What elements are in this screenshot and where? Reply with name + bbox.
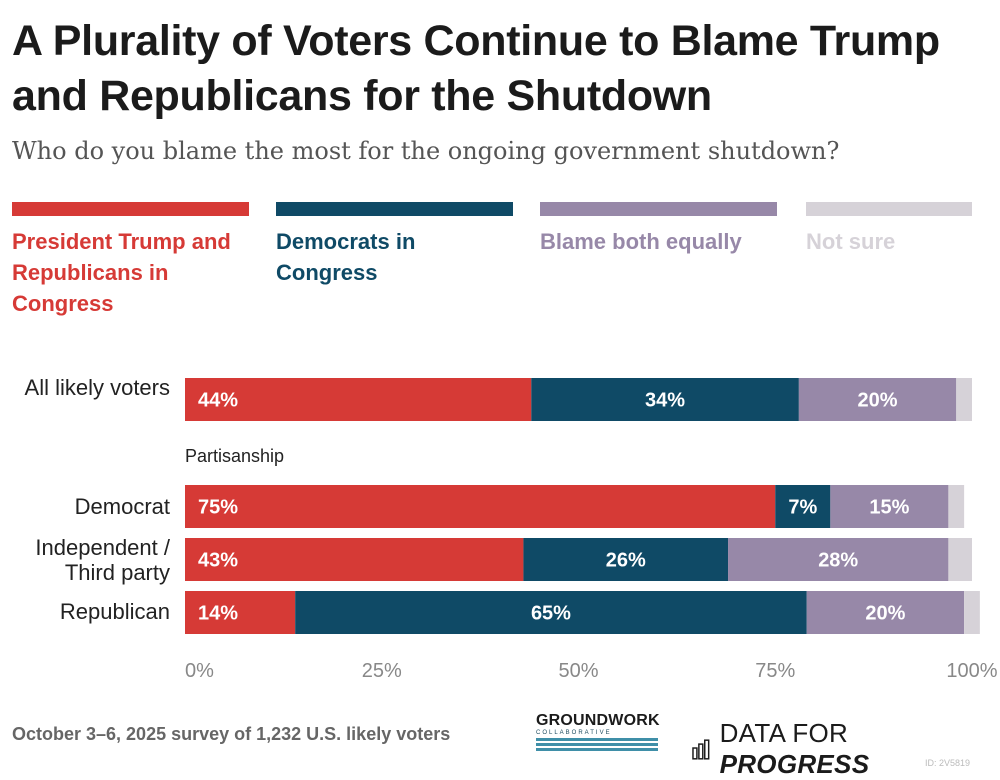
row-label-all-voters: All likely voters [24, 375, 170, 400]
survey-note: October 3–6, 2025 survey of 1,232 U.S. l… [12, 724, 451, 744]
bar-independent-not-sure [948, 538, 972, 581]
groundwork-sub: COLLABORATIVE [536, 730, 612, 736]
chart-id: ID: 2V5819 [924, 758, 970, 768]
legend-label-trump-republicans: President Trump and Republicans in Congr… [12, 229, 231, 316]
legend-swatch-trump-republicans [12, 202, 249, 216]
legend-swatch-not-sure [806, 202, 972, 216]
data-label-all-voters-trump-republicans: 44% [198, 390, 238, 412]
legend-label-not-sure: Not sure [806, 229, 896, 254]
legend-item-not-sure: Not sure [806, 202, 972, 257]
legend-item-both-equally: Blame both equally [540, 202, 777, 257]
group-label-partisanship: Partisanship [185, 446, 285, 466]
data-label-democrat-democrats: 7% [788, 497, 817, 519]
bar-all-voters-trump-republicans [185, 378, 532, 421]
legend-item-democrats: Democrats in Congress [276, 202, 513, 288]
chart-subtitle: Who do you blame the most for the ongoin… [12, 137, 840, 165]
x-tick-label: 50% [558, 660, 598, 682]
bar-republican-not-sure [964, 591, 980, 634]
bar-republican-trump-republicans [185, 591, 296, 634]
bar-republican-democrats [295, 591, 807, 634]
chart-title: A Plurality of Voters Continue to Blame … [12, 17, 940, 120]
dfp-regular-text: DATA FOR [719, 718, 849, 748]
x-tick-label: 25% [362, 660, 402, 682]
data-label-all-voters-democrats: 34% [645, 390, 685, 412]
bar-democrat-not-sure [948, 485, 965, 528]
bar-republican-both-equally [806, 591, 965, 634]
bar-independent-trump-republicans [185, 538, 524, 581]
row-label-republican: Republican [59, 599, 170, 624]
bar-all-voters-both-equally [798, 378, 957, 421]
data-label-all-voters-both-equally: 20% [858, 390, 898, 412]
data-label-republican-democrats: 65% [531, 603, 571, 625]
legend-label-democrats: Democrats in Congress [276, 229, 416, 285]
dfp-bold-text: PROGRESS [719, 749, 870, 779]
bar-independent-both-equally [728, 538, 949, 581]
legend-item-trump-republicans: President Trump and Republicans in Congr… [12, 202, 249, 319]
row-label-independent: Independent / Third party [35, 535, 170, 585]
x-tick-label: 100% [946, 660, 997, 682]
groundwork-logo: GROUNDWORK COLLABORATIVE [536, 712, 660, 751]
bar-democrat-trump-republicans [185, 485, 776, 528]
bar-chart-icon [692, 739, 710, 760]
data-for-progress-logo: DATA FOR PROGRESS [692, 718, 1000, 780]
data-label-democrat-both-equally: 15% [869, 497, 909, 519]
data-label-independent-both-equally: 28% [818, 550, 858, 572]
legend-label-both-equally: Blame both equally [540, 229, 742, 254]
bar-all-voters-democrats [531, 378, 799, 421]
groundwork-name: GROUNDWORK [536, 712, 660, 729]
data-label-republican-both-equally: 20% [865, 603, 905, 625]
data-label-independent-trump-republicans: 43% [198, 550, 238, 572]
data-label-democrat-trump-republicans: 75% [198, 497, 238, 519]
bar-all-voters-not-sure [956, 378, 972, 421]
x-tick-label: 0% [185, 660, 214, 682]
row-label-democrat: Democrat [74, 494, 170, 519]
bar-independent-democrats [523, 538, 729, 581]
legend-swatch-democrats [276, 202, 513, 216]
bar-democrat-both-equally [830, 485, 949, 528]
legend-swatch-both-equally [540, 202, 777, 216]
bar-democrat-democrats [775, 485, 831, 528]
groundwork-lines-icon [536, 738, 658, 751]
data-label-independent-democrats: 26% [606, 550, 646, 572]
data-label-republican-trump-republicans: 14% [198, 603, 238, 625]
x-tick-label: 75% [755, 660, 795, 682]
